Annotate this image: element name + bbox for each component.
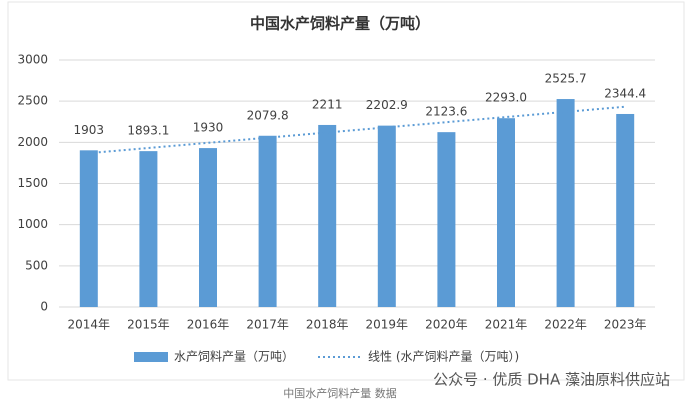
bar	[318, 124, 337, 307]
x-tick-label: 2020年	[425, 318, 468, 332]
legend-swatch	[134, 352, 168, 362]
x-tick-label: 2023年	[604, 318, 647, 332]
value-label: 2525.7	[545, 72, 587, 86]
value-label: 1930	[193, 121, 224, 135]
x-tick-label: 2022年	[544, 318, 587, 332]
y-tick-label: 2000	[17, 135, 48, 149]
watermark: 公众号 · 优质 DHA 藻油原料供应站	[433, 371, 670, 389]
x-tick-label: 2017年	[246, 318, 289, 332]
y-tick-label: 3000	[17, 53, 48, 67]
bar	[437, 132, 456, 307]
x-tick-label: 2019年	[366, 318, 409, 332]
value-label: 2293.0	[485, 91, 527, 105]
value-label: 2079.8	[247, 108, 289, 122]
legend-label: 线性 (水产饲料产量（万吨）)	[368, 350, 519, 364]
value-label: 2344.4	[604, 86, 646, 100]
y-tick-label: 0	[40, 300, 48, 314]
bar	[258, 135, 277, 307]
bar	[79, 150, 98, 307]
bar	[497, 118, 515, 308]
bar	[139, 151, 158, 307]
x-tick-label: 2021年	[485, 318, 528, 332]
source-note: 中国水产饲料产量 数据	[283, 386, 397, 400]
x-tick-label: 2016年	[187, 318, 230, 332]
y-tick-label: 1500	[17, 176, 48, 190]
x-tick-label: 2018年	[306, 318, 349, 332]
x-tick-label: 2015年	[127, 318, 170, 332]
y-tick-label: 500	[25, 258, 48, 272]
value-label: 2123.6	[425, 105, 467, 119]
y-tick-label: 1000	[17, 217, 48, 231]
x-tick-label: 2014年	[68, 318, 111, 332]
bar	[199, 148, 217, 307]
bar	[377, 125, 396, 307]
bar	[616, 113, 635, 308]
value-label: 1893.1	[127, 124, 169, 138]
value-label: 2202.9	[366, 98, 408, 112]
value-label: 1903	[74, 123, 105, 137]
chart-title: 中国水产饲料产量（万吨）	[250, 15, 430, 33]
bar	[556, 99, 575, 308]
value-label: 2211	[312, 97, 343, 111]
legend-label: 水产饲料产量（万吨）	[174, 350, 294, 364]
y-tick-label: 2500	[17, 94, 48, 108]
